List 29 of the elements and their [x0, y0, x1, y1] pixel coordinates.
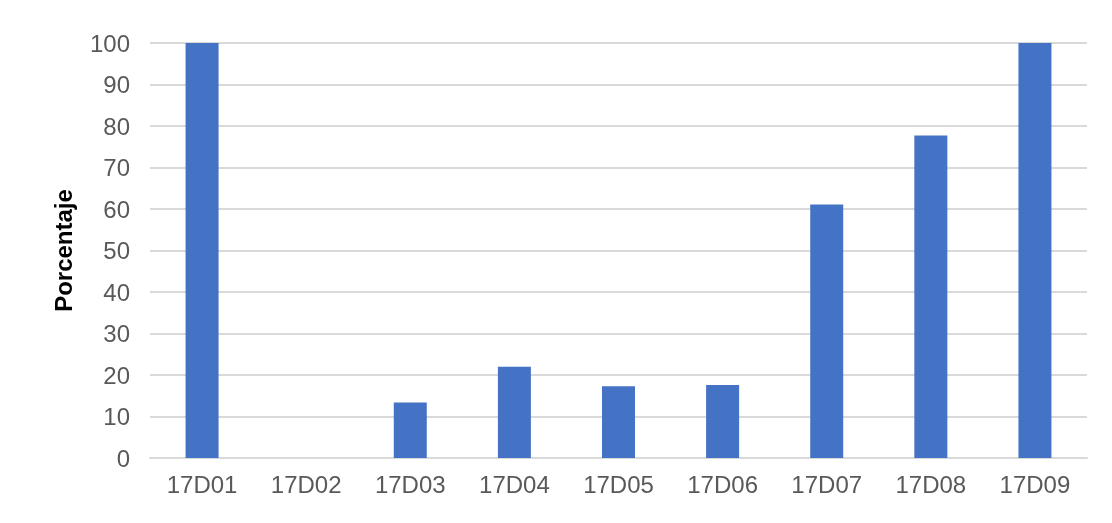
y-tick-label: 10 [103, 403, 130, 430]
y-tick-label: 60 [103, 195, 130, 223]
bar [185, 43, 219, 458]
bar [810, 204, 844, 458]
x-tick-label: 17D05 [583, 470, 654, 498]
y-tick-label: 100 [89, 29, 130, 57]
y-tick-label: 50 [103, 237, 130, 264]
y-tick-label: 80 [103, 112, 130, 140]
x-tick-label: 17D08 [895, 470, 967, 498]
y-tick-label: 40 [103, 278, 130, 306]
bar [393, 402, 427, 458]
x-tick-label: 17D09 [999, 470, 1071, 498]
bar [602, 386, 635, 458]
x-tick-label: 17D07 [791, 470, 863, 498]
x-tick-label: 17D04 [479, 470, 550, 498]
bar [497, 366, 531, 458]
y-tick-label: 30 [103, 320, 130, 347]
x-tick-label: 17D06 [687, 470, 758, 498]
bar [1018, 43, 1052, 458]
y-tick-label: 20 [103, 361, 130, 389]
bar [706, 384, 740, 458]
x-tick-label: 17D01 [166, 470, 238, 498]
y-tick-label: 0 [116, 444, 130, 472]
y-axis-title: Porcentaje [49, 189, 77, 312]
x-tick-label: 17D02 [270, 470, 342, 498]
y-tick-label: 90 [103, 71, 130, 98]
bar [914, 135, 948, 458]
y-tick-label: 70 [103, 154, 130, 181]
x-tick-label: 17D03 [374, 470, 446, 498]
